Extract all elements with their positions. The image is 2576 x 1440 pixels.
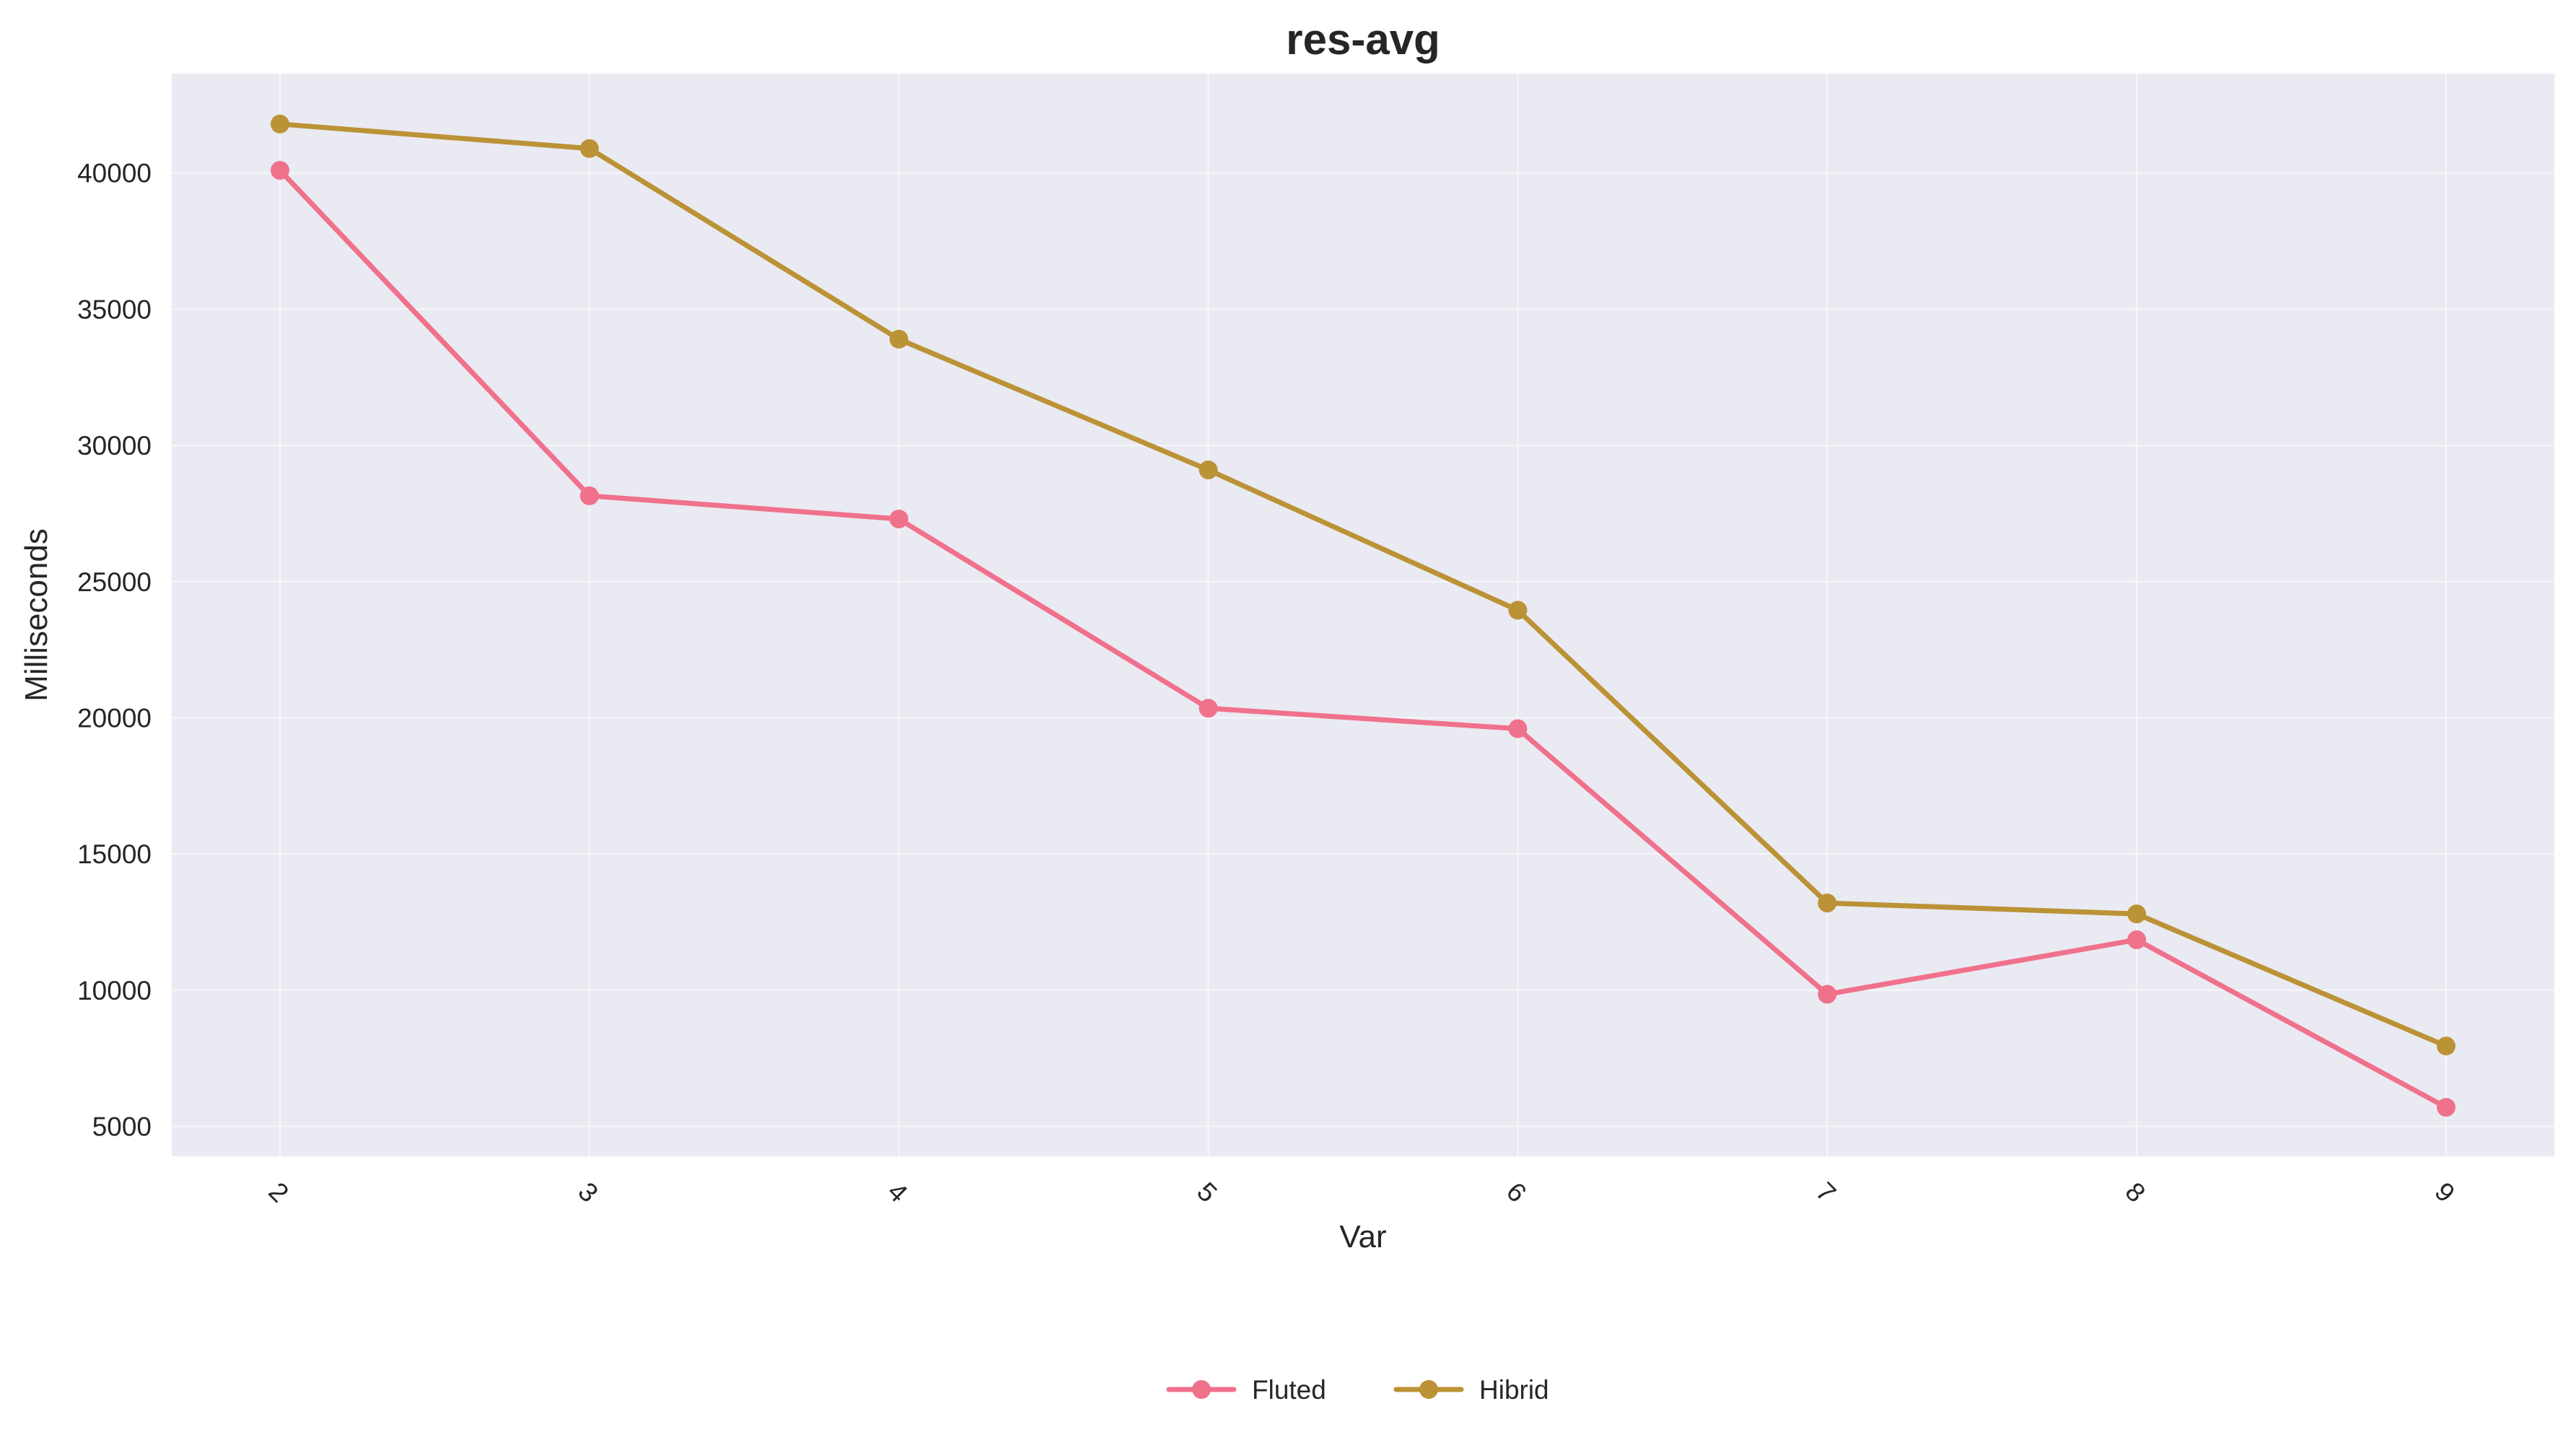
x-tick-label: 6 (1501, 1177, 1533, 1208)
data-point-fluted (2437, 1098, 2455, 1117)
data-point-hibrid (1818, 894, 1837, 913)
chart-title: res-avg (1286, 15, 1440, 64)
y-tick-label: 10000 (77, 976, 152, 1005)
x-tick-label: 2 (263, 1177, 294, 1208)
y-tick-label: 5000 (92, 1112, 152, 1141)
data-point-hibrid (2437, 1037, 2455, 1056)
y-tick-label: 25000 (77, 567, 152, 597)
data-point-hibrid (2127, 904, 2147, 924)
data-point-fluted (271, 160, 289, 180)
data-point-hibrid (1199, 461, 1218, 480)
data-point-fluted (1508, 719, 1528, 738)
data-point-hibrid (579, 139, 599, 158)
series-line-fluted (277, 167, 2449, 1110)
legend-label-hibrid: Hibrid (1479, 1375, 1549, 1405)
x-tick-label: 5 (1191, 1177, 1223, 1208)
series-line-hibrid (277, 121, 2449, 1049)
x-tick-label: 8 (2120, 1177, 2152, 1208)
x-tick-label: 3 (572, 1177, 604, 1208)
x-tick-label: 9 (2429, 1177, 2461, 1208)
data-point-fluted (2127, 930, 2147, 949)
data-point-fluted (889, 509, 908, 528)
y-tick-label: 20000 (77, 703, 152, 733)
grid-lines (172, 74, 2554, 1156)
y-tick-label: 35000 (77, 294, 152, 324)
data-point-fluted (1199, 699, 1218, 718)
legend: Fluted Hibrid (1166, 1375, 1549, 1405)
legend-label-fluted: Fluted (1252, 1375, 1326, 1405)
y-tick-label: 30000 (77, 431, 152, 461)
x-tick-label: 4 (882, 1177, 914, 1208)
series-group (271, 114, 2455, 1117)
x-axis-label: Var (1339, 1219, 1386, 1254)
y-tick-label: 40000 (77, 159, 152, 188)
data-point-fluted (1818, 985, 1837, 1004)
legend-marker-fluted (1192, 1380, 1211, 1399)
y-tick-labels: 5000 10000 15000 20000 25000 30000 35000 40000 (77, 159, 152, 1142)
data-point-fluted (579, 486, 599, 505)
plot-background (172, 74, 2554, 1156)
y-axis-label: Milliseconds (19, 528, 54, 702)
data-point-hibrid (271, 114, 289, 134)
legend-marker-hibrid (1419, 1380, 1438, 1399)
y-tick-label: 15000 (77, 839, 152, 869)
x-tick-label: 7 (1810, 1177, 1842, 1208)
x-tick-labels: 2 3 4 5 6 7 8 9 (263, 1177, 2461, 1208)
data-point-hibrid (889, 329, 908, 349)
data-point-hibrid (1508, 601, 1528, 620)
